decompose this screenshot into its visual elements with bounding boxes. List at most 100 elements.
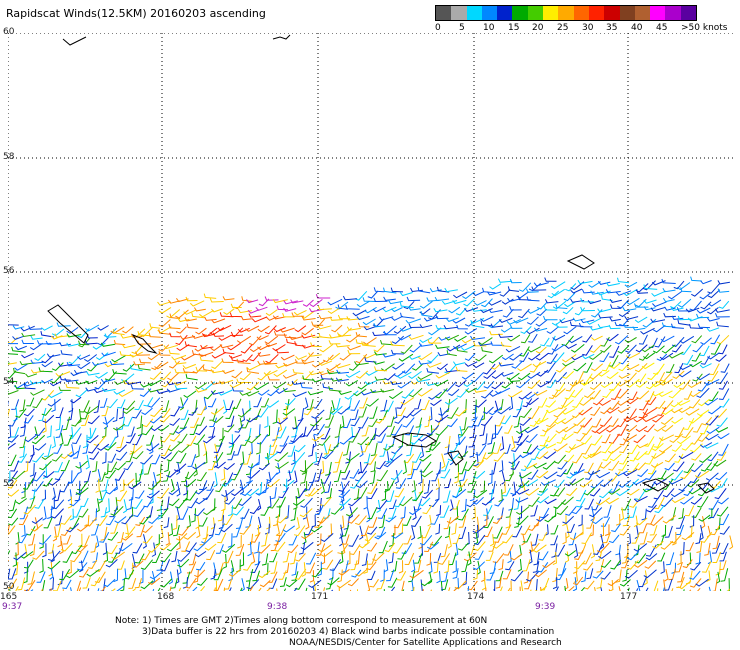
wind-barb	[228, 567, 233, 582]
wind-barb	[21, 487, 26, 499]
wind-barb	[589, 351, 603, 361]
wind-barb	[564, 454, 575, 463]
wind-barb	[599, 461, 612, 469]
wind-barb	[345, 379, 359, 387]
wind-barb	[413, 424, 422, 437]
wind-barb	[133, 505, 146, 518]
wind-barb	[160, 559, 171, 572]
wind-barb	[165, 532, 170, 546]
wind-barb	[436, 505, 442, 516]
wind-barb	[392, 407, 398, 420]
wind-barb	[263, 369, 278, 377]
wind-barb	[163, 517, 170, 529]
wind-barb	[334, 451, 344, 464]
wind-barb	[329, 405, 343, 416]
wind-barb	[132, 498, 143, 509]
wind-barb	[716, 451, 727, 461]
wind-barb	[245, 463, 253, 476]
wind-barb	[101, 387, 116, 392]
wind-barb	[194, 344, 208, 352]
wind-barb	[70, 396, 82, 404]
wind-barb	[524, 391, 539, 400]
wind-barb	[295, 355, 307, 360]
wind-barb	[318, 370, 335, 376]
wind-barb	[193, 543, 206, 552]
wind-barb	[291, 571, 299, 581]
wind-barb	[174, 360, 187, 365]
wind-barb	[562, 354, 577, 363]
wind-barb	[661, 322, 676, 328]
wind-barb	[444, 478, 452, 489]
wind-barb	[27, 571, 35, 585]
wind-barb	[269, 552, 278, 563]
wind-barb	[545, 433, 557, 443]
wind-barb	[616, 488, 630, 497]
wind-barb	[234, 424, 244, 433]
wind-barb	[274, 452, 289, 462]
wind-barb	[401, 389, 415, 399]
wind-barb	[13, 551, 27, 561]
wind-barb	[361, 426, 369, 437]
wind-barb	[166, 309, 181, 319]
wind-barb	[266, 471, 272, 484]
wind-barb	[543, 471, 558, 480]
wind-barb	[587, 300, 602, 305]
wind-barb	[428, 571, 433, 585]
wind-barb	[350, 560, 358, 571]
wind-barb	[428, 441, 441, 451]
wind-barb	[273, 534, 281, 546]
wind-barb	[195, 425, 208, 436]
wind-barb	[571, 354, 584, 361]
wind-barb	[141, 551, 151, 561]
wind-barb	[367, 526, 378, 535]
wind-barb	[308, 486, 322, 497]
wind-barb	[149, 490, 154, 505]
wind-barb	[332, 460, 341, 473]
wind-barb	[608, 460, 620, 471]
wind-barb	[71, 417, 83, 427]
wind-barb	[467, 551, 472, 566]
wind-barb	[8, 324, 19, 326]
wind-barb	[118, 416, 126, 431]
wind-barb	[191, 399, 198, 414]
wind-barb	[662, 488, 675, 498]
wind-barb	[418, 342, 433, 347]
wind-barb	[434, 296, 450, 302]
wind-barb	[505, 471, 515, 482]
wind-barb	[318, 332, 332, 339]
wind-barb	[568, 532, 577, 546]
wind-barb	[276, 443, 288, 454]
wind-barb	[177, 558, 190, 568]
wind-barb	[715, 354, 727, 362]
wind-barb	[472, 496, 484, 505]
wind-barb	[415, 417, 423, 428]
wind-barb	[338, 390, 352, 395]
wind-barb	[690, 276, 702, 282]
wind-barb	[494, 580, 496, 591]
wind-barb	[618, 460, 629, 471]
wind-barb	[679, 364, 693, 371]
wind-barb	[378, 540, 388, 554]
wind-barb	[409, 569, 424, 579]
wind-barb	[231, 387, 244, 392]
wind-barb	[23, 384, 36, 390]
wind-barb	[608, 355, 619, 367]
wind-barb	[166, 469, 179, 478]
wind-barb	[671, 336, 685, 348]
wind-barb	[91, 361, 108, 366]
wind-barb	[373, 360, 385, 365]
wind-barb	[542, 460, 556, 470]
wind-barb	[117, 399, 126, 409]
wind-barb	[413, 498, 423, 511]
wind-barb	[535, 451, 549, 460]
wind-barb	[445, 334, 460, 341]
wind-barb	[473, 459, 485, 468]
wind-barb	[687, 525, 693, 539]
wind-barb	[636, 443, 649, 449]
wind-barb	[509, 306, 522, 311]
wind-barb	[349, 363, 361, 371]
wind-barb	[509, 324, 523, 329]
wind-barb	[676, 282, 691, 291]
wind-barb	[554, 454, 567, 464]
wind-barb	[8, 408, 10, 418]
